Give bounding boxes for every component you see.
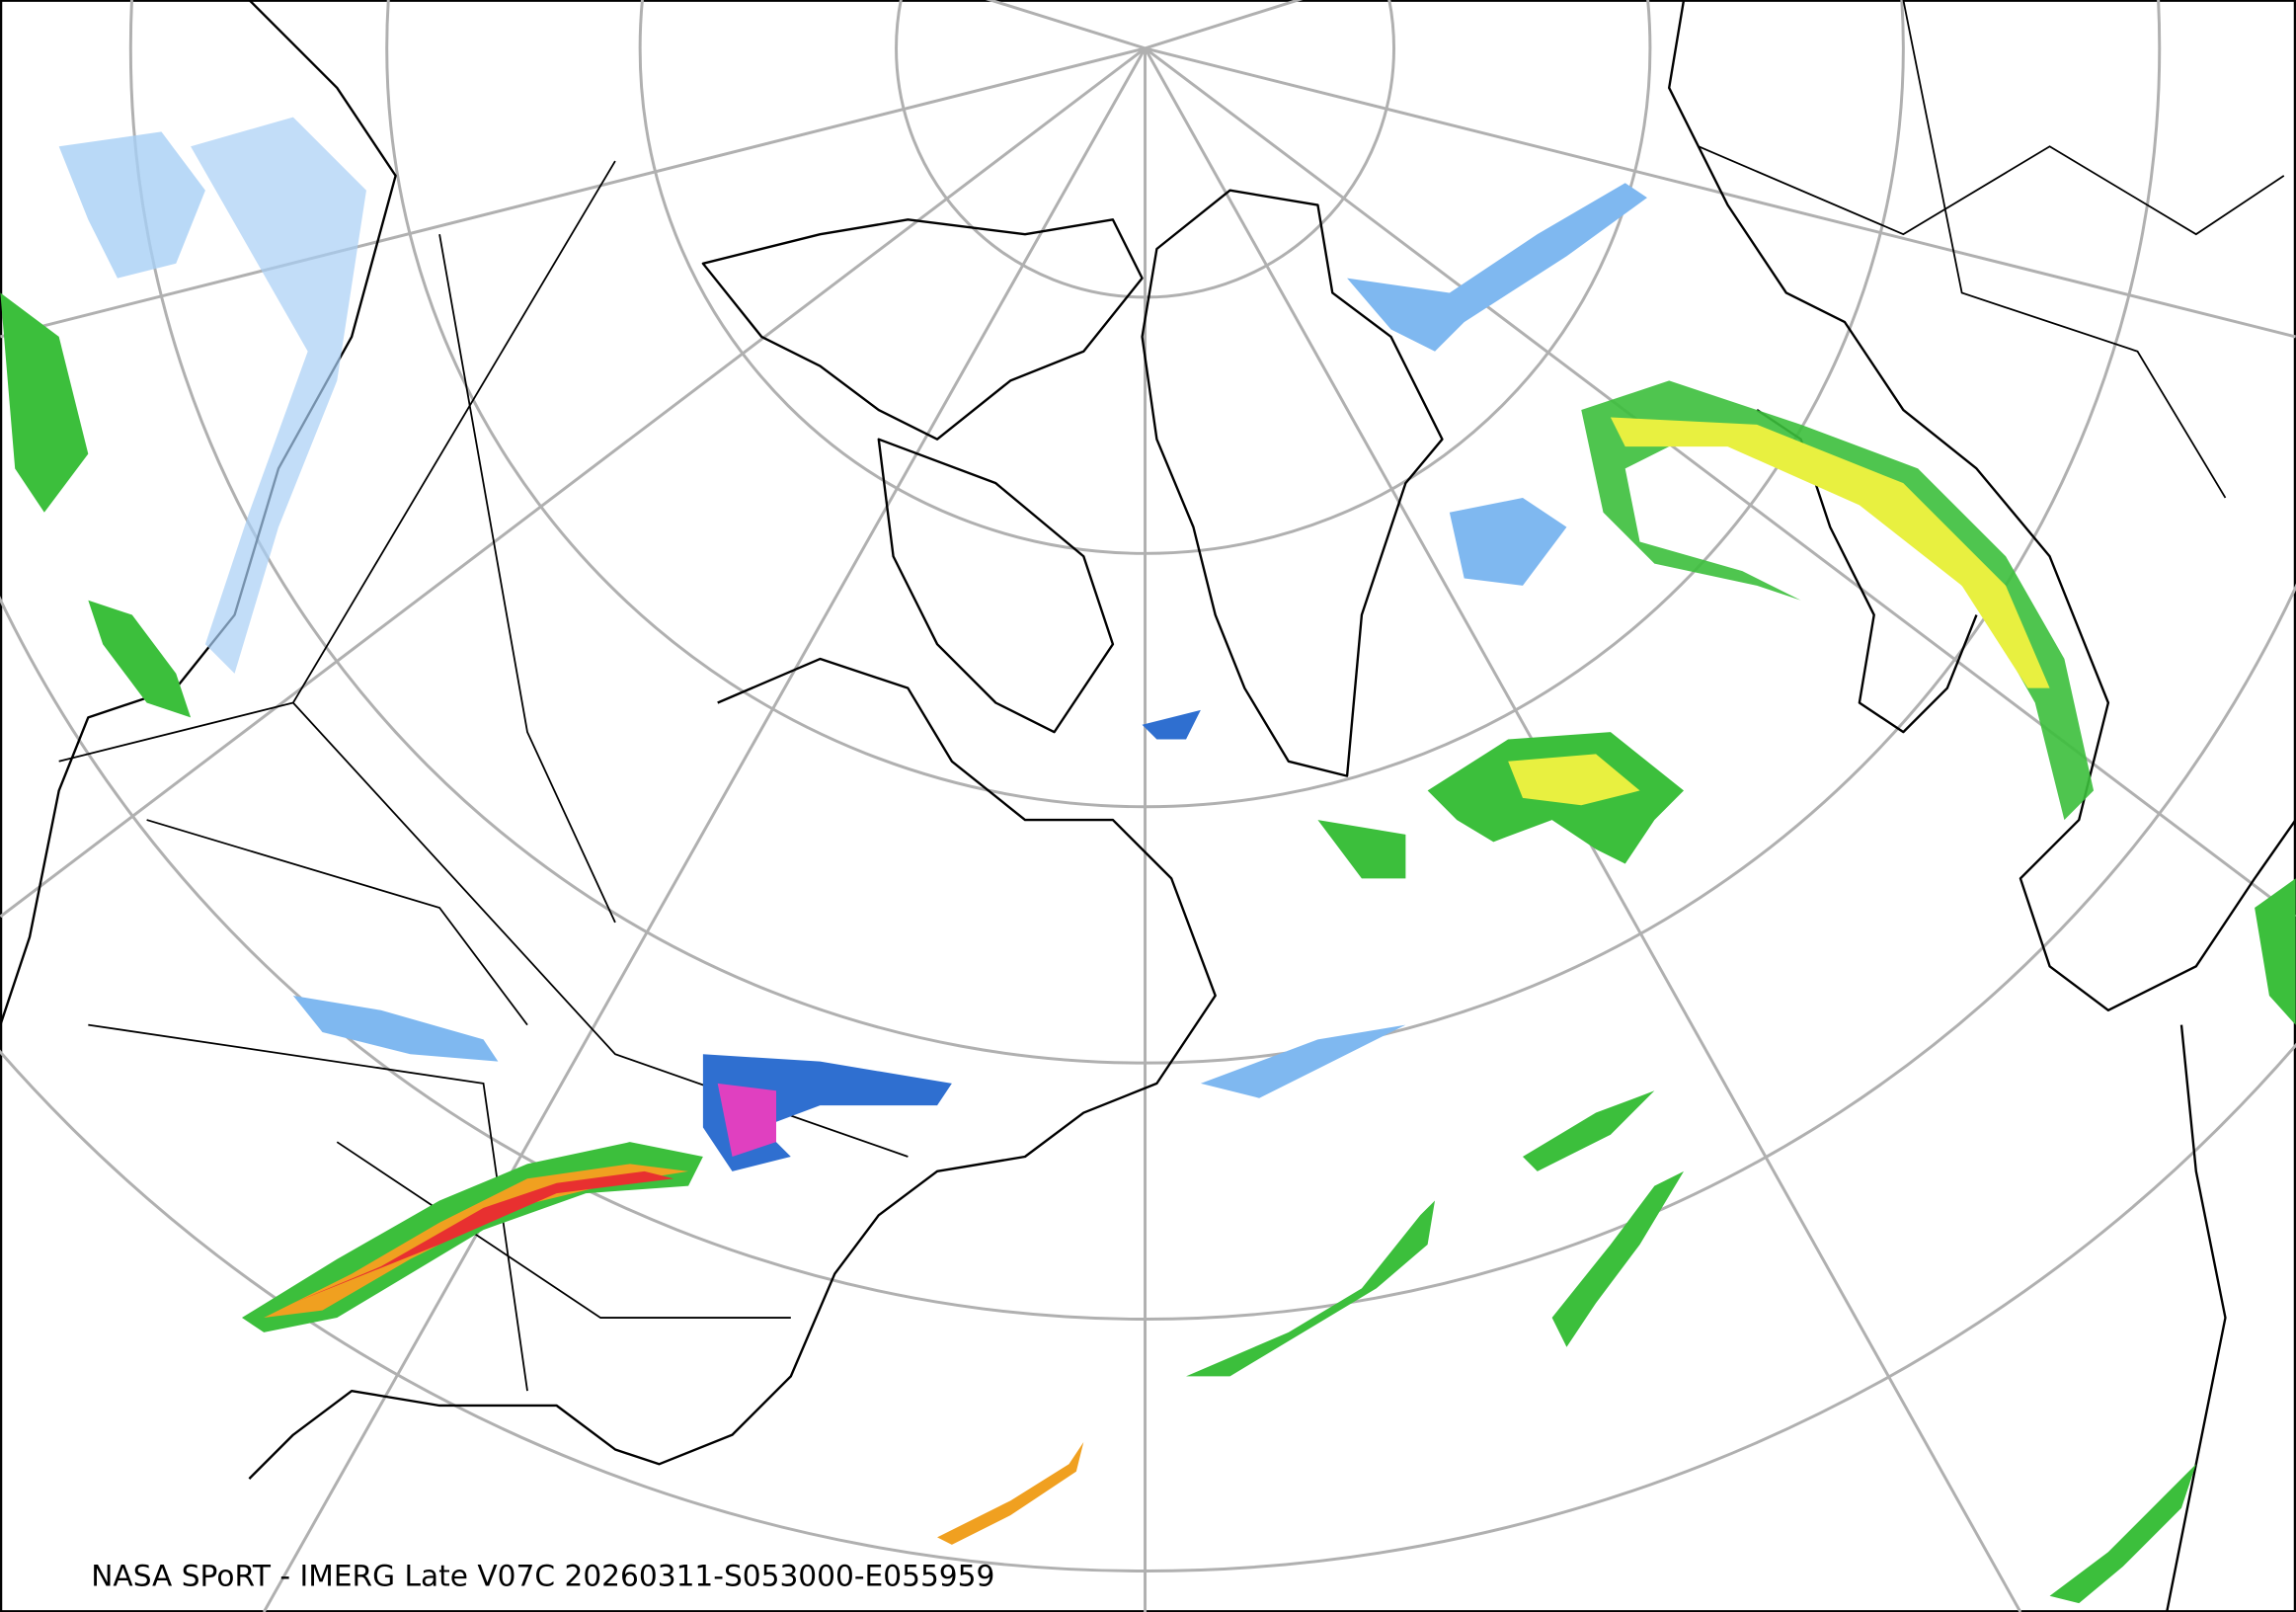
borders: [58, 0, 2285, 1392]
caption: NASA SPoRT - IMERG Late V07C 20260311-S0…: [91, 1558, 994, 1592]
precipitation: [0, 117, 2296, 1604]
